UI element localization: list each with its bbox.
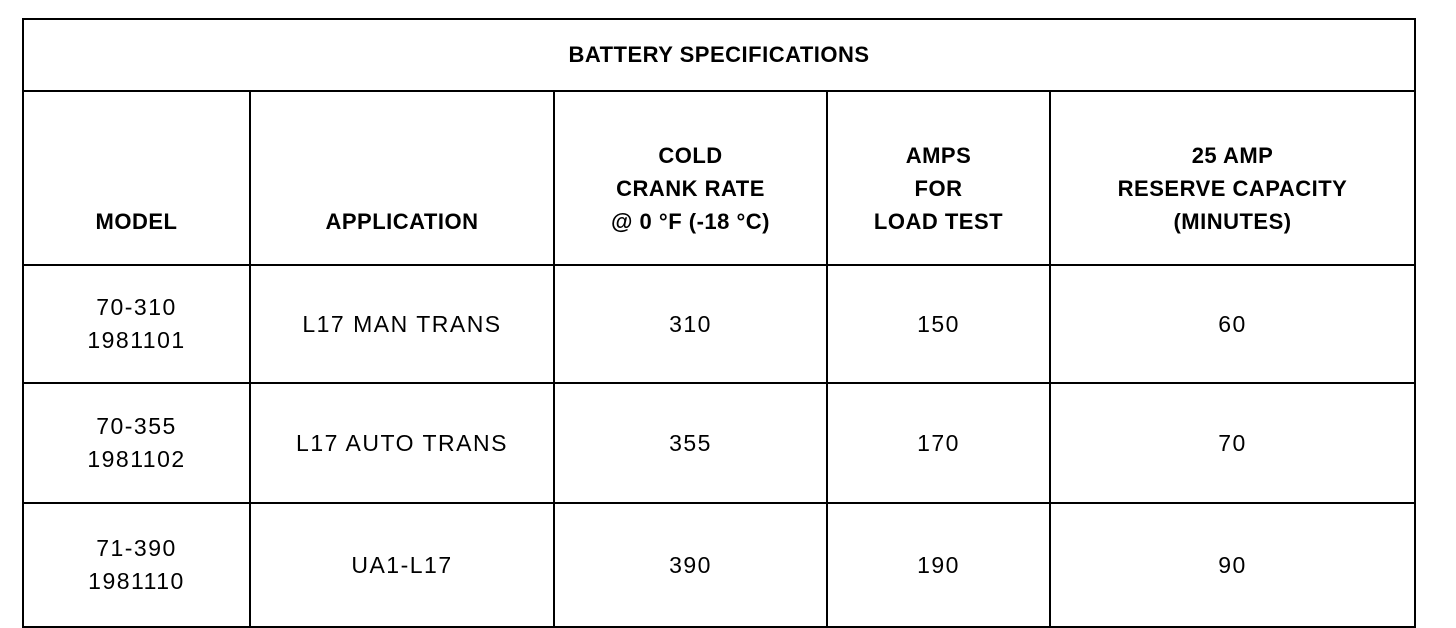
- cell-line: 355: [669, 429, 712, 456]
- table-cell: 70: [1048, 382, 1417, 504]
- table-cell: L17 AUTO TRANS: [249, 382, 555, 504]
- cell-line: L17 MAN TRANS: [302, 310, 502, 337]
- cell-line: 310: [669, 310, 712, 337]
- table-cell: 70-310 1981101: [22, 264, 251, 384]
- cell-line: APPLICATION: [325, 209, 479, 234]
- cell-line: @ 0 °F (-18 °C): [610, 209, 770, 234]
- table-cell: UA1-L17: [249, 502, 555, 628]
- cell-line: 70-355: [96, 413, 177, 439]
- column-header: MODEL: [22, 90, 251, 266]
- cell-line: L17 AUTO TRANS: [296, 429, 508, 456]
- table-title: BATTERY SPECIFICATIONS: [21, 18, 1417, 92]
- table-cell: 60: [1048, 264, 1417, 384]
- column-header: COLD CRANK RATE @ 0 °F (-18 °C): [553, 90, 828, 266]
- cell-line: 90: [1218, 551, 1247, 578]
- table-cell: 390: [553, 502, 828, 628]
- cell-line: 1981110: [88, 568, 185, 594]
- cell-line: 25 AMP: [1191, 143, 1274, 168]
- table-row: 71-390 1981110 UA1-L17 390 190 90: [22, 502, 1417, 628]
- cell-line: 71-390: [96, 535, 177, 561]
- table-row: 70-355 1981102 L17 AUTO TRANS 355 170 70: [22, 382, 1417, 504]
- column-header: AMPS FOR LOAD TEST: [826, 90, 1051, 266]
- table-cell: 150: [826, 264, 1051, 384]
- column-header: 25 AMP RESERVE CAPACITY (MINUTES): [1048, 90, 1417, 266]
- battery-table: BATTERY SPECIFICATIONS MODEL APPLICATION C…: [21, 18, 1417, 628]
- cell-line: 170: [917, 429, 960, 456]
- cell-line: COLD: [658, 143, 723, 168]
- cell-line: 1981101: [87, 327, 186, 353]
- cell-line: 60: [1218, 310, 1247, 337]
- cell-line: (MINUTES): [1173, 209, 1292, 234]
- table-cell: 70-355 1981102: [22, 382, 251, 504]
- table-cell: L17 MAN TRANS: [249, 264, 555, 384]
- cell-line: FOR: [914, 176, 963, 201]
- cell-line: MODEL: [95, 209, 178, 234]
- table-row: 70-310 1981101 L17 MAN TRANS 310 150 60: [22, 264, 1417, 384]
- cell-line: 390: [669, 551, 712, 578]
- table-cell: 71-390 1981110: [22, 502, 251, 628]
- spec-sheet: BATTERY SPECIFICATIONS MODEL APPLICATION C…: [21, 18, 1417, 628]
- cell-line: AMPS: [905, 143, 972, 168]
- cell-line: 190: [917, 551, 960, 578]
- cell-line: 1981102: [87, 446, 186, 472]
- cell-line: UA1-L17: [351, 551, 453, 578]
- cell-line: CRANK RATE: [616, 176, 765, 201]
- title-text: BATTERY SPECIFICATIONS: [568, 42, 870, 67]
- column-header: APPLICATION: [249, 90, 555, 266]
- cell-line: 70-310: [96, 294, 177, 320]
- table-cell: 90: [1048, 502, 1417, 628]
- cell-line: 70: [1218, 429, 1247, 456]
- table-cell: 355: [553, 382, 828, 504]
- table-cell: 310: [553, 264, 828, 384]
- table-cell: 190: [826, 502, 1051, 628]
- table-cell: 170: [826, 382, 1051, 504]
- cell-line: 150: [917, 310, 960, 337]
- cell-line: RESERVE CAPACITY: [1117, 176, 1348, 201]
- cell-line: LOAD TEST: [873, 209, 1004, 234]
